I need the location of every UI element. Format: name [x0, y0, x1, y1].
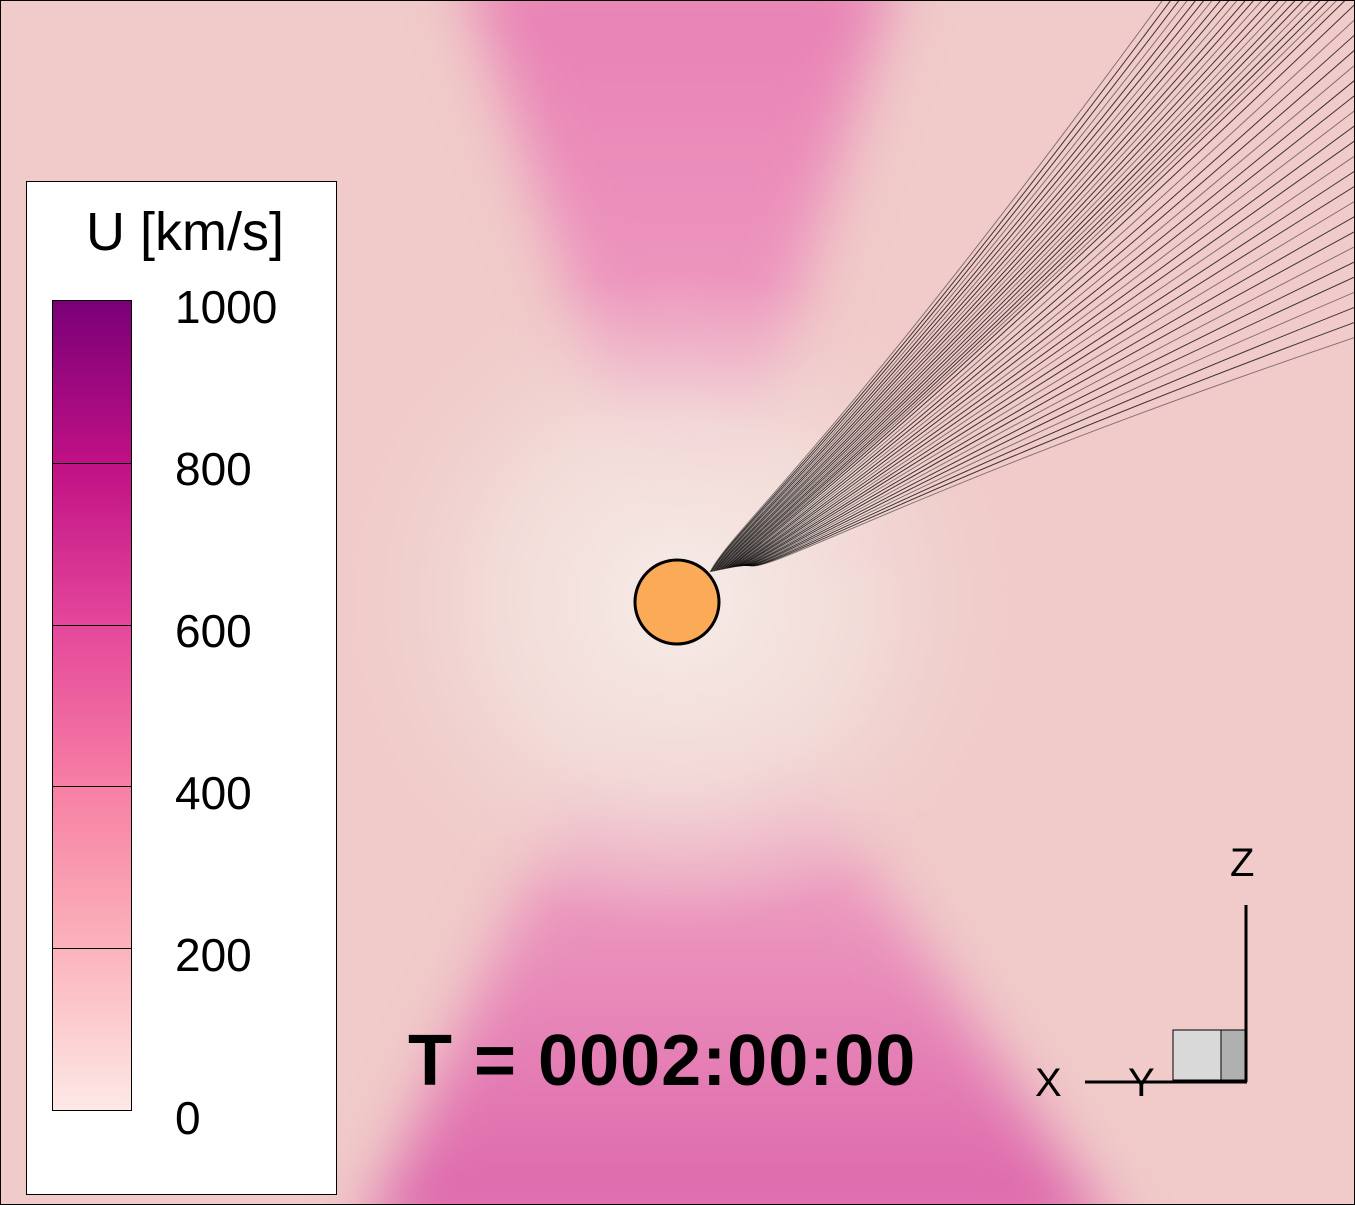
- field-line: [727, 0, 1338, 569]
- magnetic-field-lines: [709, 0, 1355, 573]
- field-line: [735, 109, 1355, 568]
- field-line: [733, 79, 1355, 568]
- field-line: [723, 0, 1297, 570]
- field-line: [743, 261, 1355, 567]
- field-line: [741, 215, 1355, 567]
- colorbar-band-divider: [53, 948, 131, 950]
- axes-triad: Z X Y: [1025, 840, 1285, 1110]
- field-line: [738, 170, 1355, 567]
- field-line: [720, 0, 1272, 570]
- field-line: [717, 0, 1239, 571]
- axis-label-z: Z: [1230, 841, 1255, 885]
- field-line: [718, 0, 1247, 571]
- field-line: [712, 0, 1197, 572]
- field-line: [715, 0, 1222, 572]
- field-line: [741, 230, 1355, 567]
- field-line: [716, 0, 1230, 571]
- field-line: [730, 33, 1355, 568]
- field-line: [729, 3, 1355, 569]
- legend-tick: 1000: [175, 281, 278, 333]
- field-line: [734, 94, 1355, 568]
- colorbar-band-divider: [53, 624, 131, 626]
- field-line: [724, 0, 1313, 570]
- field-line: [723, 0, 1305, 570]
- field-line: [713, 0, 1205, 572]
- field-line: [712, 0, 1189, 572]
- field-line: [744, 276, 1355, 566]
- field-line: [711, 0, 1180, 572]
- field-line: [709, 0, 1164, 573]
- axis-label-y: Y: [1128, 1061, 1155, 1105]
- field-line: [740, 200, 1355, 567]
- colorbar-band-divider: [53, 462, 131, 464]
- sun: [633, 558, 721, 646]
- legend-title: U [km/s]: [86, 202, 284, 262]
- field-line: [746, 321, 1355, 567]
- field-line: [714, 0, 1214, 572]
- legend-tick: 0: [175, 1092, 201, 1144]
- colorbar-band-divider: [53, 786, 131, 788]
- field-line: [747, 336, 1355, 567]
- field-line: [732, 64, 1355, 568]
- axis-label-x: X: [1035, 1061, 1062, 1105]
- time-label: T = 0002:00:00: [408, 1021, 917, 1101]
- field-line: [718, 0, 1255, 571]
- field-line: [710, 0, 1172, 573]
- field-line: [729, 18, 1355, 569]
- field-line: [725, 0, 1322, 569]
- field-line: [736, 124, 1355, 567]
- legend-tick: 800: [175, 443, 252, 495]
- field-line: [726, 0, 1330, 569]
- colorbar: [52, 300, 132, 1111]
- field-line: [731, 49, 1355, 568]
- field-line: [745, 291, 1355, 567]
- field-line: [745, 306, 1355, 567]
- legend-tick: 600: [175, 605, 252, 657]
- field-line: [722, 0, 1288, 570]
- field-line: [721, 0, 1280, 570]
- field-line: [736, 140, 1355, 567]
- field-line: [719, 0, 1264, 571]
- field-line: [739, 185, 1355, 567]
- field-line: [742, 246, 1355, 567]
- field-line: [728, 0, 1347, 569]
- legend-tick: 400: [175, 767, 252, 819]
- legend-tick: 200: [175, 929, 252, 981]
